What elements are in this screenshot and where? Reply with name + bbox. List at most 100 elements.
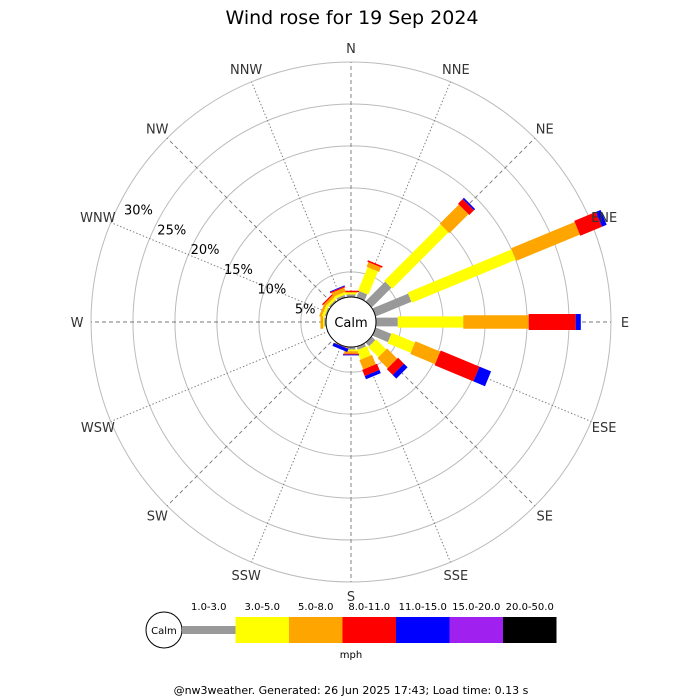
direction-label-NW: NW bbox=[146, 122, 169, 137]
legend-label-5.0-8.0: 5.0-8.0 bbox=[298, 602, 333, 613]
bar-ENE-8.0-11.0 bbox=[574, 211, 602, 236]
bar-NE-8.0-11.0 bbox=[458, 199, 474, 215]
bar-WNW-3.0-5.0 bbox=[321, 305, 329, 317]
bar-ESE-1.0-3.0 bbox=[372, 327, 392, 343]
bar-ENE-1.0-3.0 bbox=[372, 293, 412, 317]
calm-center: Calm bbox=[325, 296, 377, 348]
bar-N-3.0-5.0 bbox=[345, 292, 357, 295]
bar-ESE-11.0-15.0 bbox=[473, 366, 492, 387]
bar-ENE-3.0-5.0 bbox=[407, 249, 516, 303]
spoke-NNW bbox=[251, 81, 352, 323]
radial-tick-20: 20% bbox=[191, 243, 220, 258]
direction-label-ESE: ESE bbox=[592, 421, 617, 436]
bar-NE-5.0-8.0 bbox=[439, 204, 469, 234]
spoke-SSW bbox=[251, 321, 352, 563]
direction-label-SW: SW bbox=[147, 510, 168, 525]
bar-SSW-11.0-15.0 bbox=[332, 342, 349, 352]
bar-ESE-5.0-8.0 bbox=[410, 341, 441, 365]
bar-SSE-3.0-5.0 bbox=[356, 346, 371, 360]
radial-tick-15: 15% bbox=[224, 263, 253, 278]
legend-swatch-8.0-11.0 bbox=[342, 617, 396, 643]
bar-SE-1.0-3.0 bbox=[365, 336, 376, 347]
bar-WNW-5.0-8.0 bbox=[319, 303, 327, 318]
bar-S-11.0-15.0 bbox=[343, 354, 359, 356]
legend-swatch-1.0-3.0 bbox=[182, 626, 236, 634]
bar-SE-5.0-8.0 bbox=[377, 348, 398, 369]
bar-N-5.0-8.0 bbox=[344, 292, 358, 293]
direction-label-SE: SE bbox=[537, 510, 553, 525]
legend-label-8.0-11.0: 8.0-11.0 bbox=[348, 602, 390, 613]
bar-NNE-3.0-5.0 bbox=[358, 267, 378, 295]
bar-S-1.0-3.0 bbox=[346, 347, 356, 350]
spoke-NW bbox=[166, 137, 352, 323]
legend-swatch-15.0-20.0 bbox=[449, 617, 503, 643]
direction-label-SSE: SSE bbox=[443, 569, 468, 584]
legend-label-3.0-5.0: 3.0-5.0 bbox=[245, 602, 280, 613]
radial-tick-labels: 5% 10% 15% 20% 25% 30% bbox=[124, 204, 315, 318]
radial-tick-25: 25% bbox=[157, 223, 186, 238]
footer: @nw3weather. Generated: 26 Jun 2025 17:4… bbox=[174, 684, 529, 697]
radial-tick-10: 10% bbox=[257, 283, 286, 298]
radial-tick-30: 30% bbox=[124, 204, 153, 219]
direction-label-S: S bbox=[347, 590, 355, 605]
bar-E-5.0-8.0 bbox=[463, 315, 529, 329]
bar-S-5.0-8.0 bbox=[344, 351, 358, 354]
bar-ENE-11.0-15.0 bbox=[595, 210, 607, 227]
legend-swatch-3.0-5.0 bbox=[235, 617, 289, 643]
direction-label-W: W bbox=[71, 316, 84, 331]
direction-label-SSW: SSW bbox=[231, 569, 261, 584]
bar-SE-3.0-5.0 bbox=[368, 339, 387, 358]
direction-label-NE: NE bbox=[536, 122, 554, 137]
bar-ESE-8.0-11.0 bbox=[434, 350, 480, 382]
bar-NW-5.0-8.0 bbox=[323, 294, 336, 307]
bar-NNW-1.0-3.0 bbox=[336, 294, 346, 301]
spoke-WSW bbox=[110, 321, 352, 422]
bar-ESE-3.0-5.0 bbox=[387, 332, 415, 353]
legend-calm-label: Calm bbox=[151, 626, 177, 637]
bar-S-8.0-11.0 bbox=[343, 353, 359, 355]
direction-label-WSW: WSW bbox=[81, 421, 115, 436]
legend-swatch-11.0-15.0 bbox=[396, 617, 450, 643]
calm-label: Calm bbox=[334, 316, 367, 331]
spoke-SW bbox=[166, 321, 352, 507]
legend-unit: mph bbox=[340, 650, 362, 661]
bar-NW-1.0-3.0 bbox=[329, 300, 337, 308]
direction-labels: N NNE NE ENE E ESE SE SSE S SSW SW WSW W WNW NW NNW bbox=[71, 42, 630, 605]
bar-ENE-5.0-8.0 bbox=[511, 222, 580, 261]
direction-label-WNW: WNW bbox=[80, 211, 116, 226]
bar-S-3.0-5.0 bbox=[345, 349, 357, 352]
bar-E-3.0-5.0 bbox=[397, 316, 464, 328]
calm-circle bbox=[325, 296, 377, 348]
bar-W-3.0-5.0 bbox=[323, 316, 325, 328]
legend-label-1.0-3.0: 1.0-3.0 bbox=[191, 602, 226, 613]
bar-NNE-5.0-8.0 bbox=[366, 262, 381, 272]
legend-label-11.0-15.0: 11.0-15.0 bbox=[399, 602, 447, 613]
bar-E-1.0-3.0 bbox=[376, 317, 398, 327]
spoke-WNW bbox=[110, 222, 352, 323]
bar-NNW-11.0-15.0 bbox=[329, 285, 345, 293]
bar-SE-8.0-11.0 bbox=[386, 357, 404, 375]
direction-label-N: N bbox=[346, 42, 356, 57]
legend-swatch-5.0-8.0 bbox=[289, 617, 343, 643]
legend-swatch-20.0-50.0 bbox=[503, 617, 557, 643]
legend-items: 1.0-3.0 3.0-5.0 5.0-8.0 8.0-11.0 11.0-15.0 15… bbox=[182, 602, 557, 643]
legend-label-15.0-20.0: 15.0-20.0 bbox=[452, 602, 500, 613]
bar-N-1.0-3.0 bbox=[346, 294, 356, 297]
bar-N-8.0-11.0 bbox=[343, 290, 359, 292]
bar-SSE-8.0-11.0 bbox=[362, 363, 380, 377]
bar-SSE-5.0-8.0 bbox=[359, 354, 376, 370]
bar-SE-11.0-15.0 bbox=[392, 363, 408, 379]
chart-title: Wind rose for 19 Sep 2024 bbox=[225, 7, 478, 29]
bar-WNW-1.0-3.0 bbox=[324, 307, 330, 317]
bar-E-8.0-11.0 bbox=[528, 314, 576, 330]
wind-bars bbox=[319, 197, 607, 387]
radial-tick-5: 5% bbox=[295, 302, 316, 317]
bar-SSE-1.0-3.0 bbox=[356, 343, 366, 350]
bar-W-1.0-3.0 bbox=[324, 317, 326, 327]
bar-NNE-8.0-11.0 bbox=[367, 260, 383, 268]
direction-label-E: E bbox=[621, 316, 629, 331]
direction-label-NNE: NNE bbox=[442, 63, 470, 78]
bar-NE-3.0-5.0 bbox=[384, 224, 449, 289]
legend-label-20.0-50.0: 20.0-50.0 bbox=[506, 602, 554, 613]
